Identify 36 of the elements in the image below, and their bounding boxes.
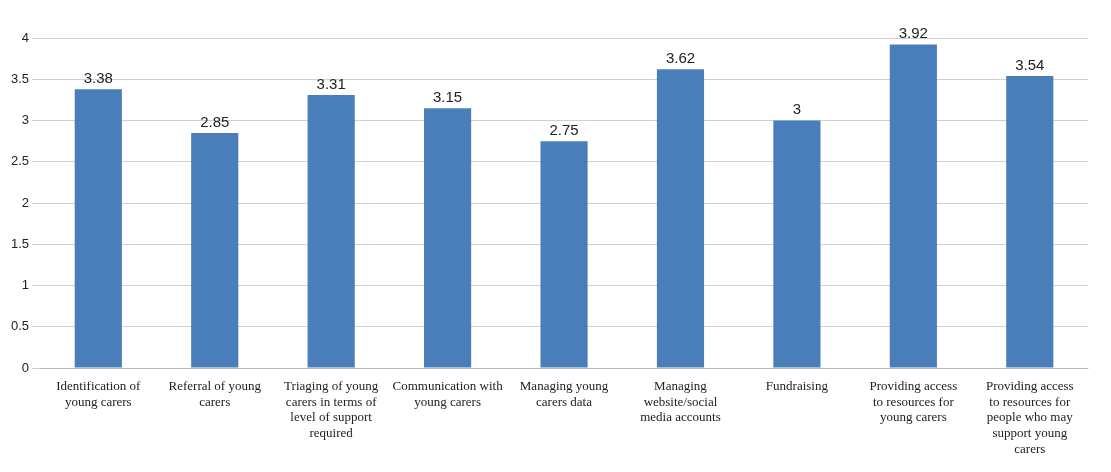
y-tick-label: 2.5: [10, 153, 30, 169]
y-tick-label: 0.5: [10, 318, 30, 334]
y-tick-label: 1: [21, 277, 30, 293]
bar: [307, 94, 355, 368]
x-tick-label: Referral of young carers: [168, 378, 262, 409]
x-tick-label: Providing access to resources for people who may support young carers: [985, 378, 1074, 456]
bar: [191, 132, 239, 368]
data-label: 3.31: [316, 74, 346, 92]
data-label: 3.92: [898, 24, 928, 42]
bar: [656, 69, 705, 368]
x-tick-label: Triaging of young carers in terms of level of support required: [284, 378, 379, 441]
y-tick-label: 3: [21, 112, 30, 128]
y-tick-label: 4: [21, 29, 30, 45]
y-tick-label: 1.5: [10, 235, 30, 251]
data-label: 3.54: [1015, 55, 1045, 73]
data-label: 2.75: [549, 120, 579, 138]
x-tick-label: Communication with young carers: [392, 378, 504, 409]
y-tick-label: 0: [21, 359, 30, 375]
x-tick-label: Identification of young carers: [56, 378, 142, 409]
x-tick-label: Managing website/social media accounts: [640, 378, 721, 425]
data-label: 3: [792, 100, 802, 118]
x-tick-label: Fundraising: [765, 378, 829, 394]
y-tick-label: 2: [21, 194, 30, 210]
bar: [889, 44, 937, 368]
y-tick-label: 3.5: [10, 70, 30, 86]
data-label: 3.38: [83, 68, 113, 86]
data-label: 2.85: [200, 112, 230, 130]
bar: [1006, 75, 1054, 368]
bar: [773, 120, 821, 368]
x-tick-label: Managing young carers data: [519, 378, 609, 409]
bar: [540, 141, 588, 368]
bar: [424, 108, 472, 368]
data-label: 3.15: [433, 87, 463, 105]
x-tick-label: Providing access to resources for young carers: [869, 378, 958, 425]
data-label: 3.62: [665, 48, 696, 66]
bar: [74, 89, 122, 368]
